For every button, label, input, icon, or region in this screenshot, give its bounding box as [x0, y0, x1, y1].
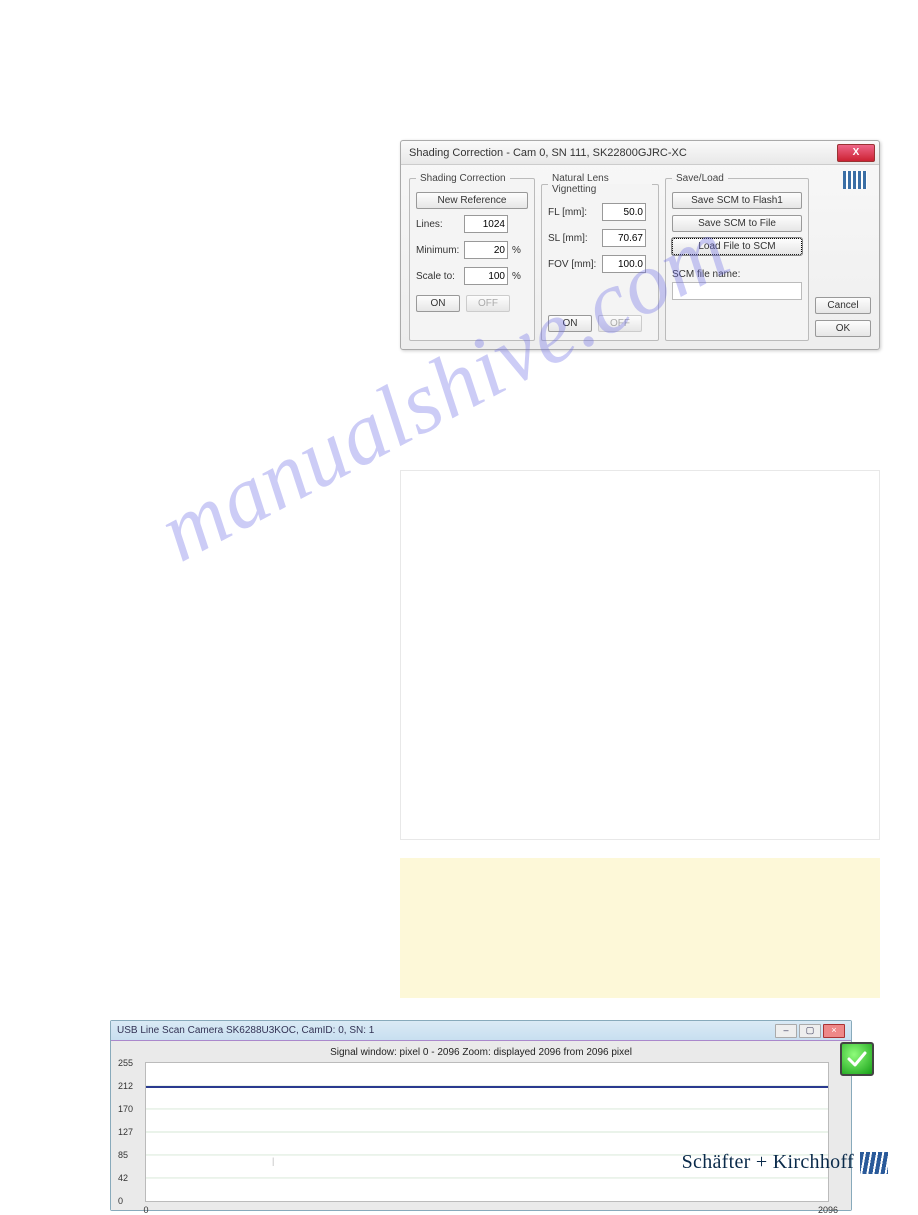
signal-chart-window: USB Line Scan Camera SK6288U3KOC, CamID:…	[110, 1020, 852, 1211]
vignetting-on-button[interactable]: ON	[548, 315, 592, 332]
lines-label: Lines:	[416, 219, 460, 230]
group-legend: Save/Load	[672, 173, 728, 184]
brand-text: Schäfter + Kirchhoff	[682, 1151, 854, 1174]
fov-label: FOV [mm]:	[548, 259, 598, 270]
group-legend: Shading Correction	[416, 173, 510, 184]
ok-button[interactable]: OK	[815, 320, 871, 337]
lines-input[interactable]	[464, 215, 508, 233]
ytick: 0	[118, 1196, 123, 1206]
save-scm-file-button[interactable]: Save SCM to File	[672, 215, 802, 232]
ytick: 85	[118, 1150, 128, 1160]
minimize-icon[interactable]: –	[775, 1024, 797, 1038]
page-footer: |	[268, 1156, 278, 1166]
sl-input[interactable]	[602, 229, 646, 247]
minimum-input[interactable]	[464, 241, 508, 259]
fov-input[interactable]	[602, 255, 646, 273]
shading-on-button[interactable]: ON	[416, 295, 460, 312]
fl-label: FL [mm]:	[548, 207, 598, 218]
brand-logo: Schäfter + Kirchhoff	[682, 1151, 888, 1174]
ytick: 255	[118, 1058, 133, 1068]
content-yellow-box	[400, 858, 880, 998]
dialog-titlebar[interactable]: Shading Correction - Cam 0, SN 111, SK22…	[401, 141, 879, 165]
ytick: 127	[118, 1127, 133, 1137]
ytick: 170	[118, 1104, 133, 1114]
dialog-title: Shading Correction - Cam 0, SN 111, SK22…	[405, 147, 837, 159]
group-legend: Natural Lens Vignetting	[548, 173, 652, 195]
success-check-icon	[840, 1042, 874, 1076]
scale-input[interactable]	[464, 267, 508, 285]
scale-unit: %	[512, 271, 521, 282]
load-file-scm-button[interactable]: Load File to SCM	[672, 238, 802, 255]
close-icon: X	[853, 147, 860, 158]
fl-input[interactable]	[602, 203, 646, 221]
signal-line	[146, 1086, 828, 1088]
footer-separator: |	[272, 1156, 274, 1166]
shading-correction-group: Shading Correction New Reference Lines: …	[409, 173, 535, 341]
sk-logo-icon	[843, 171, 867, 189]
ytick: 212	[118, 1081, 133, 1091]
content-white-box	[400, 470, 880, 840]
new-reference-button[interactable]: New Reference	[416, 192, 528, 209]
scm-filename-label: SCM file name:	[672, 269, 802, 280]
cancel-button[interactable]: Cancel	[815, 297, 871, 314]
ytick: 42	[118, 1173, 128, 1183]
sl-label: SL [mm]:	[548, 233, 598, 244]
min-unit: %	[512, 245, 521, 256]
shading-correction-dialog: Shading Correction - Cam 0, SN 111, SK22…	[400, 140, 880, 350]
xtick: 0	[143, 1205, 148, 1215]
scale-label: Scale to:	[416, 271, 460, 282]
chart-info-text: Signal window: pixel 0 - 2096 Zoom: disp…	[115, 1045, 847, 1060]
signal-plot: 255 212 170 127 85 42 0 0 2096	[145, 1062, 829, 1202]
scm-filename-display	[672, 282, 802, 300]
close-icon[interactable]: ×	[823, 1024, 845, 1038]
save-load-group: Save/Load Save SCM to Flash1 Save SCM to…	[665, 173, 809, 341]
minimum-label: Minimum:	[416, 245, 460, 256]
chart-titlebar[interactable]: USB Line Scan Camera SK6288U3KOC, CamID:…	[111, 1021, 851, 1041]
vignetting-off-button[interactable]: OFF	[598, 315, 642, 332]
shading-off-button[interactable]: OFF	[466, 295, 510, 312]
brand-bars-icon	[860, 1152, 888, 1174]
maximize-icon[interactable]: ▢	[799, 1024, 821, 1038]
xtick: 2096	[818, 1205, 838, 1215]
close-button[interactable]: X	[837, 144, 875, 162]
vignetting-group: Natural Lens Vignetting FL [mm]: SL [mm]…	[541, 173, 659, 341]
chart-window-title: USB Line Scan Camera SK6288U3KOC, CamID:…	[117, 1025, 374, 1036]
save-scm-flash-button[interactable]: Save SCM to Flash1	[672, 192, 802, 209]
